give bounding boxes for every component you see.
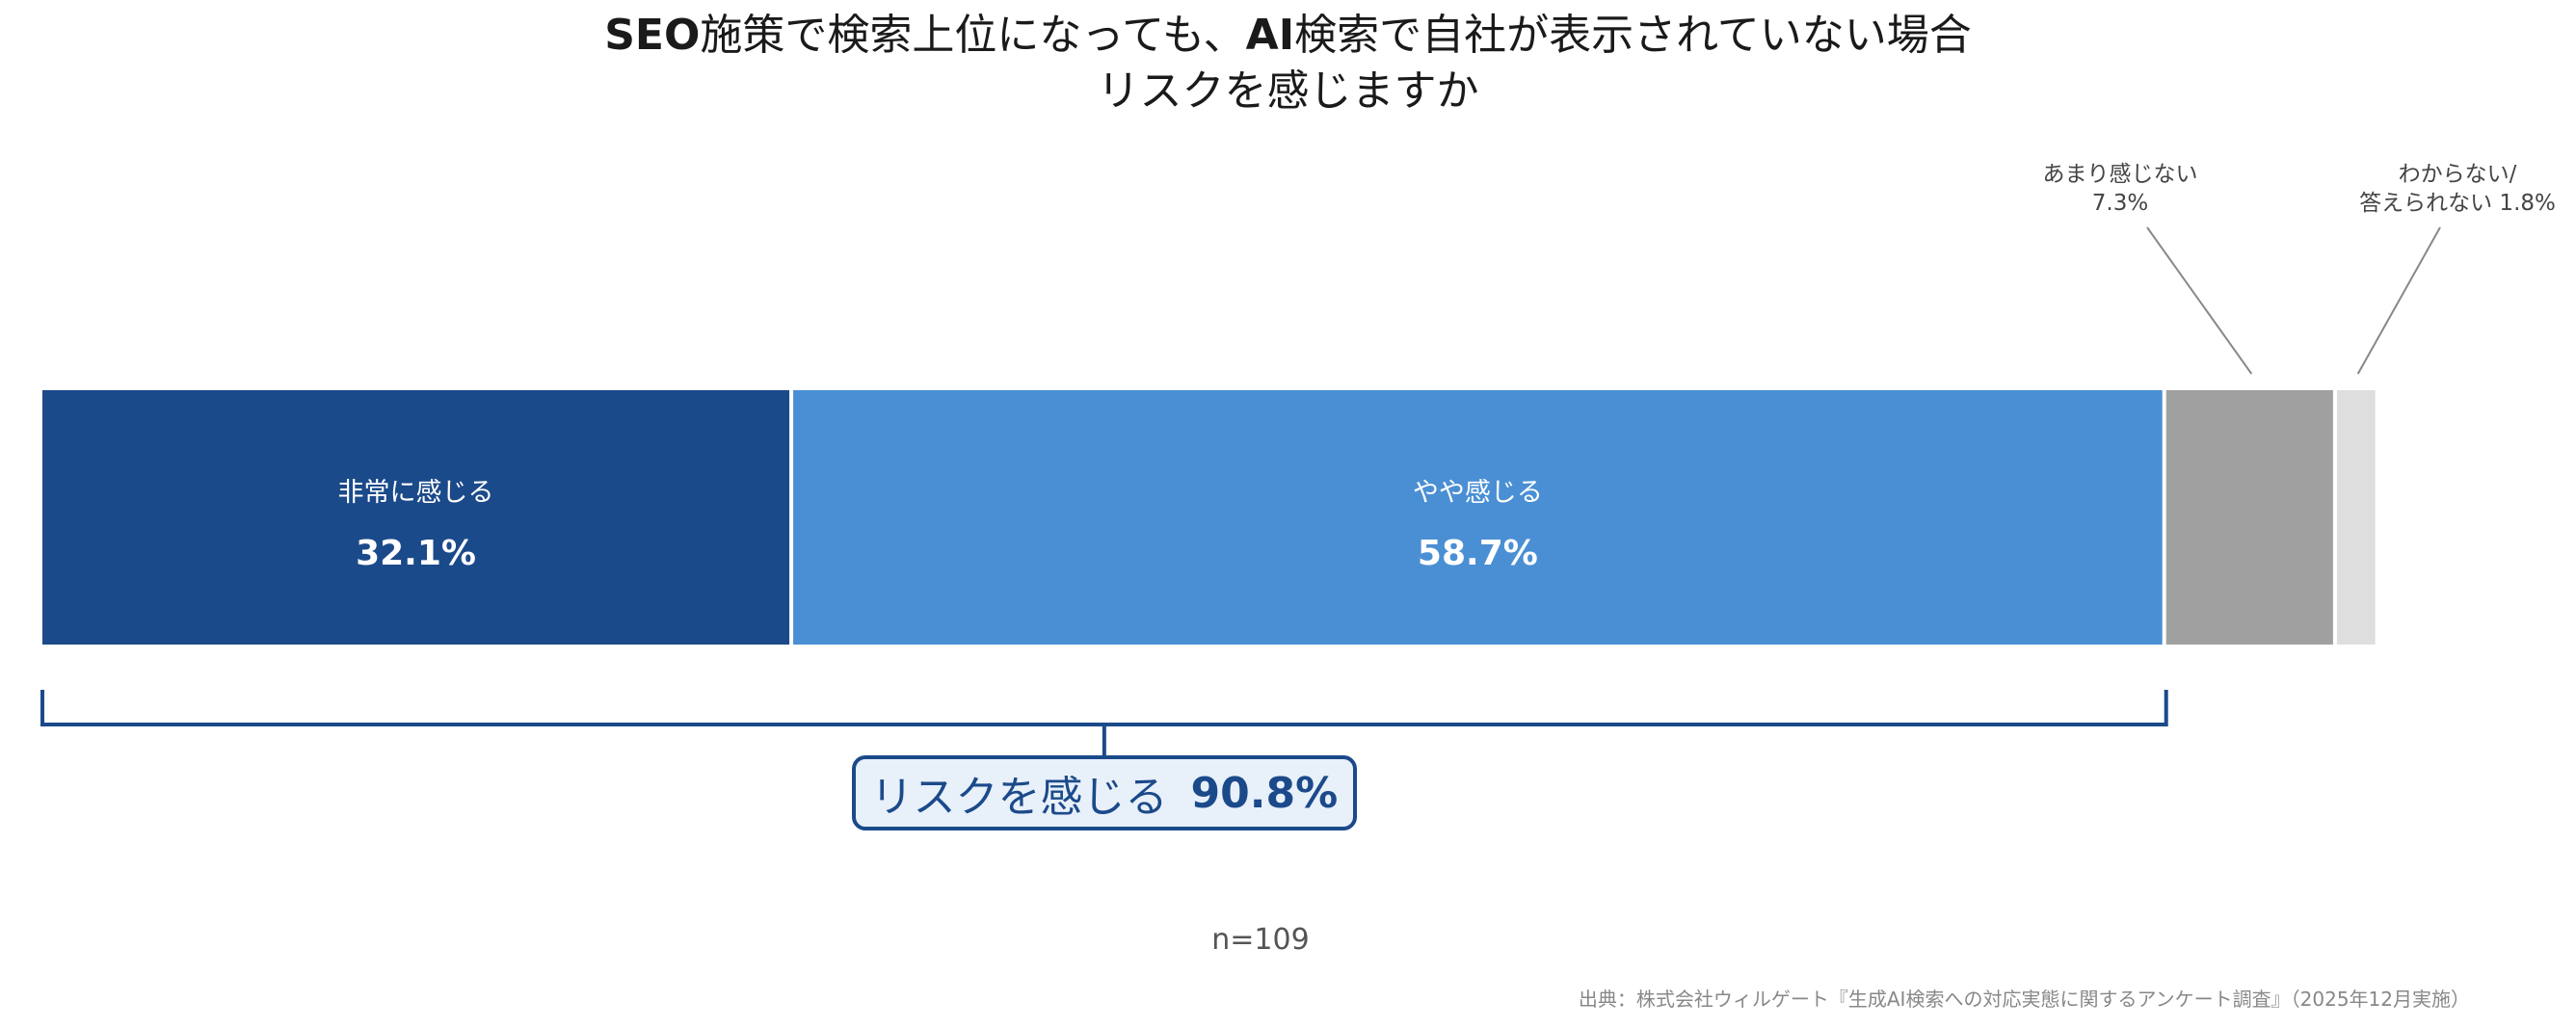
risk-total-box: リスクを感じる 90.8%: [851, 755, 1357, 830]
title-run-1: 施策で検索上位になっても、: [700, 11, 1246, 60]
source-note: 出典：株式会社ウィルゲート『生成AI検索への対応実態に関するアンケート調査』（2…: [1578, 988, 2470, 1011]
annotation-somewhat-not-value: 7.3%: [2091, 191, 2149, 216]
annotation-unknown-value: 答えられない 1.8%: [2359, 191, 2556, 216]
bar-segment-0: [42, 390, 790, 645]
chart-title-line2: リスクを感じますか: [1097, 66, 1479, 116]
title-run-0: SEO: [604, 11, 701, 60]
segment-value-0: 32.1%: [356, 534, 476, 573]
bar-segment-2: [2165, 390, 2333, 645]
sample-size-label: n=109: [1211, 923, 1310, 957]
bar-segment-3: [2336, 390, 2376, 645]
title-run-3: 検索で自社が表示されていない場合: [1294, 11, 1972, 60]
segment-label-0: 非常に感じる 32.1%: [42, 471, 789, 573]
segment-name-0: 非常に感じる: [337, 478, 494, 508]
risk-bracket: [40, 690, 2168, 726]
chart-title-line1: SEO施策で検索上位になっても、AI検索で自社が表示されていない場合: [0, 8, 2576, 64]
leader-line-unknown: [2356, 226, 2441, 375]
title-run-2: AI: [1245, 11, 1295, 60]
segment-label-1: やや感じる 58.7%: [793, 471, 2163, 573]
annotation-somewhat-not: あまり感じない 7.3%: [2005, 160, 2236, 218]
annotation-unknown-name: わからない/: [2398, 162, 2517, 187]
risk-total-value: 90.8%: [1190, 768, 1339, 818]
segment-name-1: やや感じる: [1412, 478, 1543, 508]
segment-value-1: 58.7%: [1417, 534, 1538, 573]
bar-segment-1: [793, 390, 2163, 645]
risk-total-label: リスクを感じる: [870, 773, 1168, 822]
annotation-somewhat-not-name: あまり感じない: [2042, 162, 2198, 187]
annotation-unknown: わからない/ 答えられない 1.8%: [2313, 160, 2576, 218]
leader-line-somewhat-not: [2146, 226, 2253, 375]
